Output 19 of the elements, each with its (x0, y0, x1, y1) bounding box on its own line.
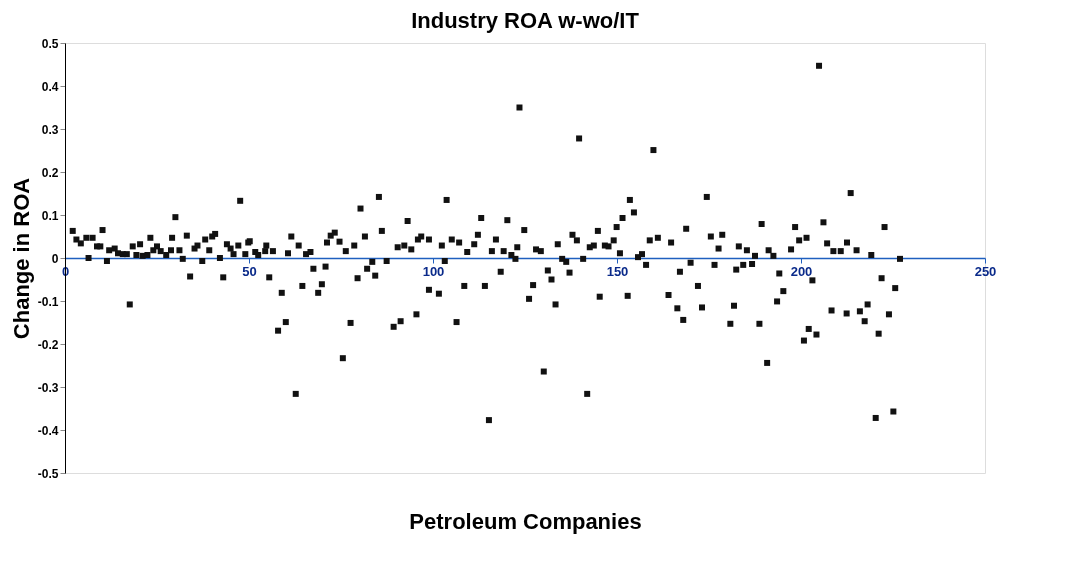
y-tick-label: -0.2 (37, 337, 59, 352)
y-tick-label: 0 (51, 251, 59, 266)
y-tick-label: 0.2 (41, 165, 59, 180)
y-tick-label: -0.1 (37, 294, 59, 309)
y-tick-label: 0.5 (41, 36, 59, 51)
x-tick-label: 200 (790, 263, 813, 279)
y-tick-label: -0.4 (37, 423, 59, 438)
x-tick-label: 150 (606, 263, 629, 279)
y-tick-label: 0.1 (41, 208, 59, 223)
y-axis-title: Change in ROA (8, 177, 34, 340)
x-tick-label: 100 (422, 263, 445, 279)
x-tick-label: 250 (974, 263, 997, 279)
y-tick-label: 0.4 (41, 79, 59, 94)
y-tick-label: -0.5 (37, 466, 59, 481)
y-tick-label: -0.3 (37, 380, 59, 395)
x-tick-label: 50 (242, 263, 257, 279)
chart-title: Industry ROA w-wo/IT (411, 8, 640, 33)
x-axis-title: Petroleum Companies (409, 508, 642, 534)
y-tick-label: 0.3 (41, 122, 59, 137)
